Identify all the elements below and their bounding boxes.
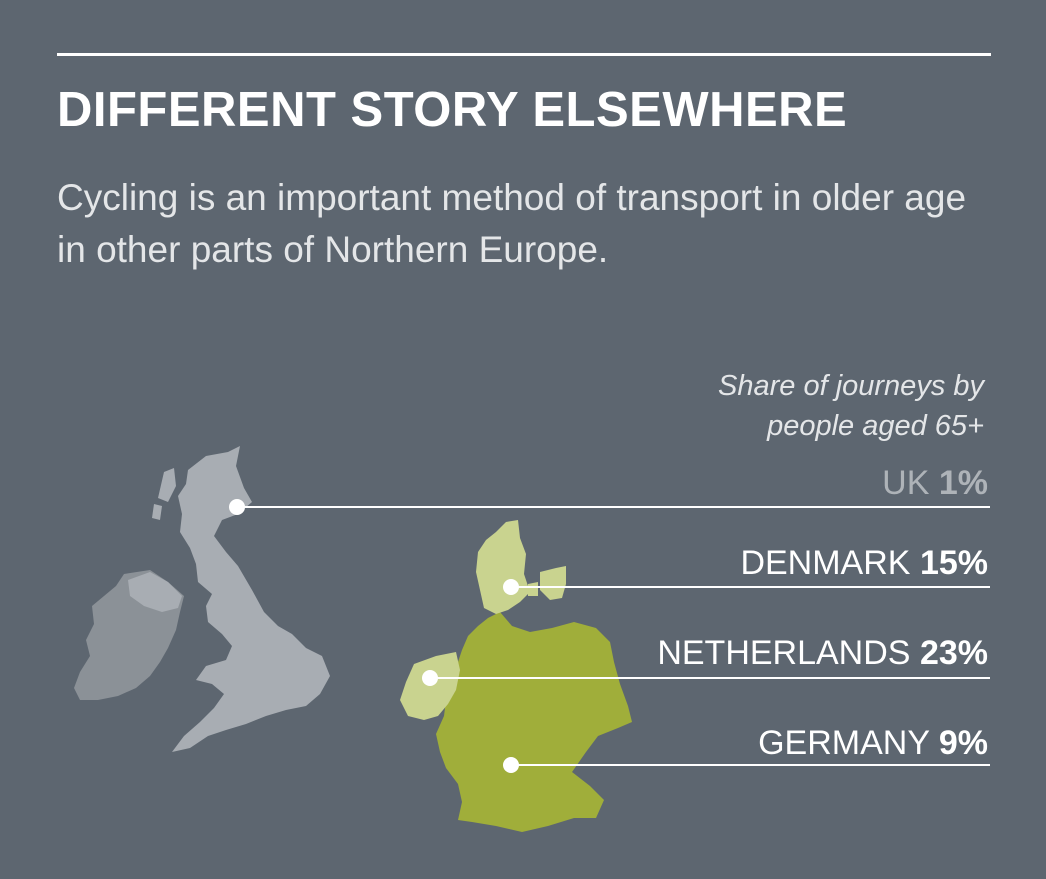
denmark-marker [503, 579, 519, 595]
country-value: 15% [919, 544, 988, 582]
denmark-shape [476, 520, 530, 614]
denmark-island-shape-2 [528, 582, 538, 596]
country-value: 1% [938, 464, 988, 502]
country-name: NETHERLANDS [657, 634, 911, 672]
denmark-island-shape [540, 566, 566, 600]
netherlands-marker [422, 670, 438, 686]
country-name: DENMARK [740, 544, 911, 582]
label-denmark: DENMARK 15% [740, 544, 988, 583]
country-value: 9% [938, 724, 988, 762]
germany-shape [436, 612, 632, 832]
label-netherlands: NETHERLANDS 23% [657, 634, 988, 673]
label-germany: GERMANY 9% [758, 724, 988, 763]
great-britain-shape [172, 446, 330, 752]
hebrides-shape [158, 468, 176, 502]
caption-line-1: Share of journeys by [718, 370, 984, 402]
top-rule [57, 53, 991, 56]
germany-marker [503, 757, 519, 773]
page-title: DIFFERENT STORY ELSEWHERE [57, 83, 848, 137]
hebrides-shape-2 [152, 504, 162, 520]
uk-marker [229, 499, 245, 515]
label-uk: UK 1% [882, 464, 988, 503]
northern-ireland-shape [128, 572, 182, 612]
country-name: GERMANY [758, 724, 930, 762]
chart-caption: Share of journeys by people aged 65+ [718, 366, 984, 446]
country-name: UK [882, 464, 930, 502]
country-value: 23% [919, 634, 988, 672]
page-subtitle: Cycling is an important method of transp… [57, 177, 967, 270]
caption-line-2: people aged 65+ [767, 410, 984, 442]
